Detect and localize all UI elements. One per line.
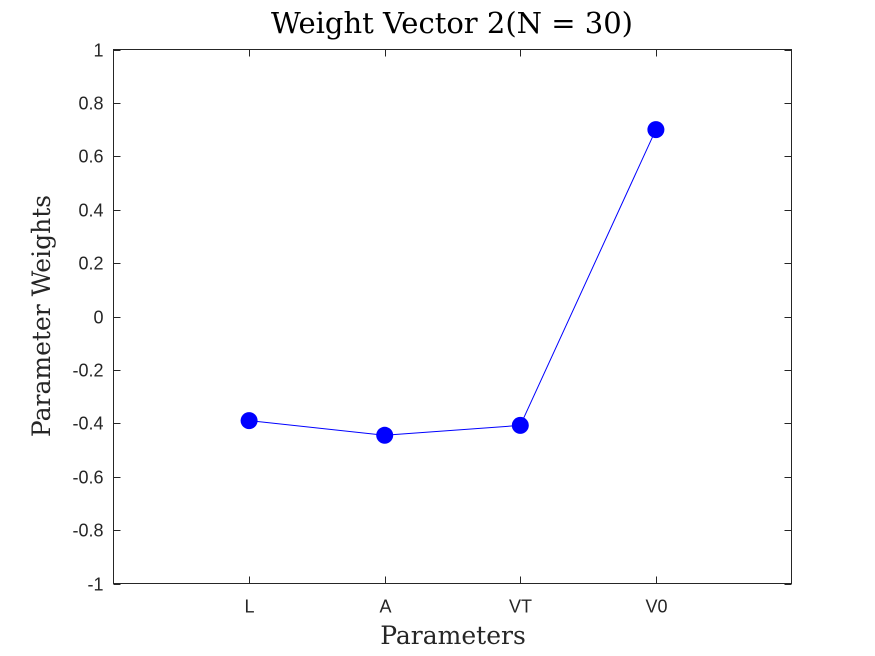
x-tick-label: A: [379, 597, 391, 617]
x-axis-label: Parameters: [380, 621, 526, 650]
data-point: [376, 426, 394, 444]
data-point: [647, 121, 665, 139]
y-tick-label: 0.4: [78, 201, 103, 221]
y-tick-label: -1: [87, 575, 103, 595]
x-tick-label: VT: [509, 597, 532, 617]
data-series: [240, 121, 665, 444]
y-tick-label: 1: [93, 41, 103, 61]
x-tick-label: V0: [645, 597, 667, 617]
y-tick-label: 0.2: [78, 254, 103, 274]
data-point: [240, 412, 258, 430]
y-tick-label: -0.6: [72, 468, 103, 488]
y-axis: 1 0.8 0.6 0.4 0.2 0 -0.2 -0.4 -0.6 -0.8 -1: [72, 41, 792, 595]
series-line: [249, 129, 657, 436]
x-tick-label: L: [244, 597, 254, 617]
y-tick-label: 0.6: [78, 147, 103, 167]
y-axis-label: Parameter Weights: [27, 195, 56, 437]
y-tick-label: -0.4: [72, 414, 103, 434]
y-tick-label: 0: [93, 308, 103, 328]
y-tick-label: -0.8: [72, 521, 103, 541]
chart-title: Weight Vector 2(N = 30): [271, 6, 633, 40]
data-point: [511, 416, 529, 434]
y-tick-label: -0.2: [72, 361, 103, 381]
y-tick-label: 0.8: [78, 94, 103, 114]
plot-frame: [113, 49, 792, 584]
x-axis: L A VT V0: [244, 49, 668, 617]
